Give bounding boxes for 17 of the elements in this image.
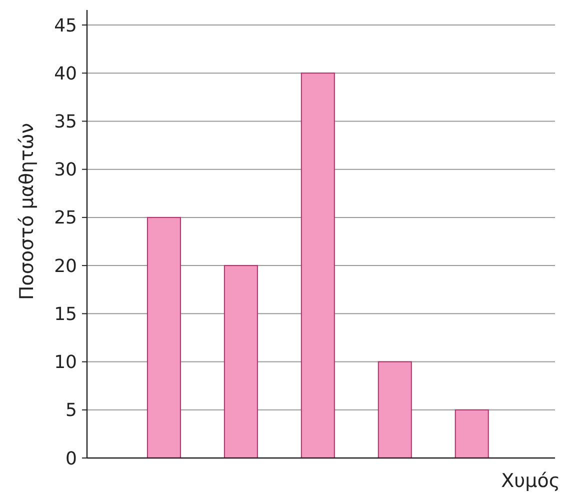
y-tick-label: 0 bbox=[66, 448, 77, 470]
y-tick-label: 45 bbox=[54, 15, 77, 36]
y-tick-label: 10 bbox=[54, 352, 77, 374]
y-tick-label: 35 bbox=[54, 112, 77, 133]
bar bbox=[300, 72, 335, 458]
y-axis-title: Ποσοστό μαθητών bbox=[16, 123, 38, 300]
y-tick-label: 40 bbox=[54, 63, 77, 84]
y-tick-label: 20 bbox=[54, 256, 77, 277]
bar bbox=[378, 361, 412, 458]
x-axis-title: Χυμός bbox=[501, 470, 560, 492]
y-tick-label: 5 bbox=[66, 400, 77, 422]
y-tick-label: 25 bbox=[54, 208, 77, 229]
bar bbox=[146, 216, 181, 458]
y-tick-label: 30 bbox=[54, 160, 77, 181]
bar bbox=[454, 409, 489, 458]
bar bbox=[224, 265, 258, 458]
y-tick-label: 15 bbox=[54, 304, 77, 325]
